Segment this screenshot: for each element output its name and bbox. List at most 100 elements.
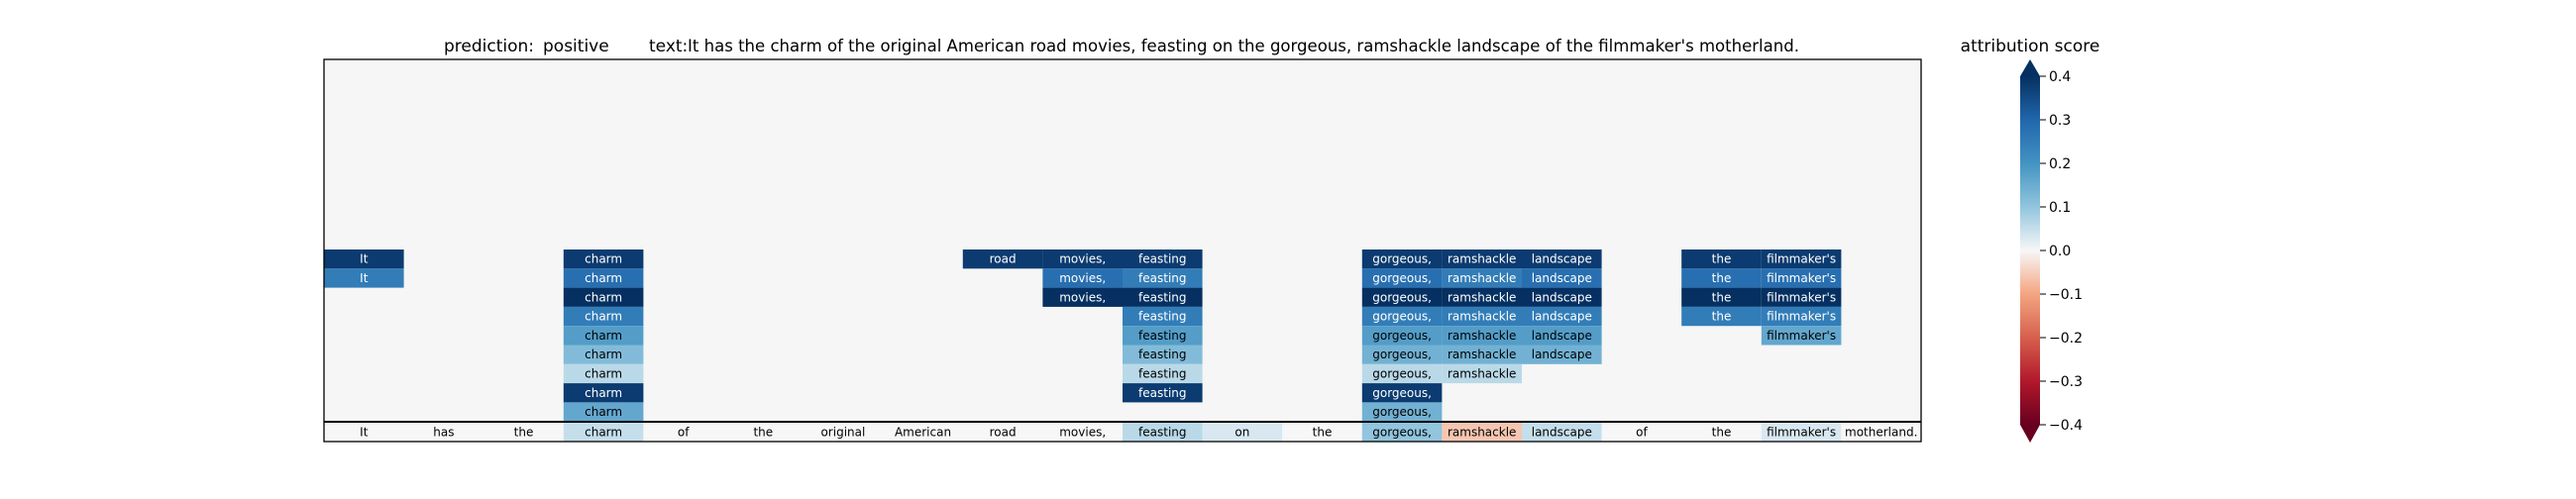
- highlight-cell-label: charm: [585, 310, 622, 324]
- token-cell-fill: [1042, 423, 1123, 442]
- highlight-cell-fill: [1361, 326, 1443, 346]
- highlight-cell-label: filmmaker's: [1767, 271, 1836, 285]
- highlight-cell-fill: [1123, 268, 1203, 288]
- text-label: text:: [649, 37, 688, 56]
- highlight-cell-label: gorgeous,: [1372, 310, 1432, 324]
- token-cell-label: feasting: [1138, 426, 1186, 440]
- token-cell-fill: [883, 423, 963, 442]
- colorbar-tick-label: −0.3: [2049, 374, 2083, 390]
- colorbar-title: attribution score: [1961, 37, 2100, 56]
- highlight-cell: gorgeous,: [1361, 326, 1443, 346]
- colorbar-tick-label: 0.2: [2049, 156, 2071, 172]
- token-cell: motherland.: [1841, 423, 1921, 442]
- token-cell: American: [883, 423, 963, 442]
- token-cell: original: [803, 423, 884, 442]
- highlight-cell-label: ramshackle: [1448, 329, 1516, 343]
- colorbar-tick-label: 0.4: [2049, 69, 2071, 85]
- colorbar-tick-label: 0.0: [2049, 244, 2071, 259]
- highlight-cell-label: gorgeous,: [1372, 386, 1432, 400]
- token-cell-fill: [723, 423, 804, 442]
- highlight-cell-fill: [1361, 268, 1443, 288]
- token-cell-fill: [563, 423, 644, 442]
- highlight-cell-label: landscape: [1532, 329, 1592, 343]
- highlight-cell-label: gorgeous,: [1372, 329, 1432, 343]
- highlight-cell-label: the: [1712, 252, 1732, 266]
- highlight-cell-fill: [1123, 250, 1203, 269]
- highlight-cell-fill: [1761, 306, 1842, 327]
- highlight-cell: It: [324, 268, 404, 288]
- colorbar-tick-label: −0.1: [2049, 287, 2083, 303]
- highlight-cell-fill: [1123, 287, 1203, 307]
- highlight-cell-label: gorgeous,: [1372, 348, 1432, 361]
- highlight-cell-label: filmmaker's: [1767, 310, 1836, 324]
- token-cell-fill: [1361, 423, 1443, 442]
- colorbar-tick-label: 0.3: [2049, 113, 2071, 129]
- highlight-cell-fill: [563, 250, 644, 269]
- token-cell-label: road: [990, 426, 1017, 440]
- token-cell: It: [324, 423, 404, 442]
- highlight-cell-fill: [1442, 345, 1522, 364]
- highlight-cell-label: feasting: [1138, 310, 1186, 324]
- token-cell-label: motherland.: [1845, 426, 1917, 440]
- token-cell: the: [1681, 423, 1762, 442]
- highlight-cell-fill: [324, 268, 404, 288]
- highlight-cell-label: landscape: [1532, 348, 1592, 361]
- highlight-cell-fill: [1361, 402, 1443, 422]
- token-cell-label: ramshackle: [1448, 426, 1516, 440]
- highlight-cell-label: movies,: [1059, 290, 1106, 304]
- token-cell-fill: [1681, 423, 1762, 442]
- highlight-cell-fill: [1522, 268, 1602, 288]
- highlight-cell-fill: [1123, 326, 1203, 346]
- highlight-cell: feasting: [1123, 363, 1203, 384]
- token-cell: the: [1282, 423, 1362, 442]
- colorbar-extend-top: [2020, 59, 2040, 76]
- token-cell: has: [403, 423, 484, 442]
- highlight-cell: filmmaker's: [1761, 326, 1842, 346]
- token-cell-label: the: [514, 426, 534, 440]
- token-cell-label: the: [753, 426, 773, 440]
- highlight-cell-fill: [1681, 306, 1762, 327]
- token-cell: the: [483, 423, 564, 442]
- highlight-cell-label: ramshackle: [1448, 366, 1516, 380]
- highlight-cell-fill: [563, 383, 644, 403]
- token-cell: feasting: [1123, 423, 1203, 442]
- highlight-cell: gorgeous,: [1361, 250, 1443, 269]
- highlight-cell: gorgeous,: [1361, 345, 1443, 364]
- token-cell-label: the: [1313, 426, 1333, 440]
- highlight-cell-label: charm: [585, 386, 622, 400]
- highlight-cell-fill: [1761, 268, 1842, 288]
- token-cell: gorgeous,: [1361, 423, 1443, 442]
- highlight-cell-fill: [1361, 287, 1443, 307]
- highlight-cell: charm: [563, 306, 644, 327]
- token-cell: landscape: [1522, 423, 1602, 442]
- highlight-cell-label: charm: [585, 405, 622, 419]
- highlight-cell: feasting: [1123, 326, 1203, 346]
- highlight-cell-fill: [1442, 250, 1522, 269]
- token-cell-label: landscape: [1532, 426, 1592, 440]
- chart-title: prediction: positive text: It has the ch…: [444, 37, 1799, 56]
- highlight-cell: feasting: [1123, 268, 1203, 288]
- highlight-cell: charm: [563, 345, 644, 364]
- highlight-cell: charm: [563, 250, 644, 269]
- highlight-cell-label: ramshackle: [1448, 290, 1516, 304]
- highlight-cell: the: [1681, 287, 1762, 307]
- highlight-cell-fill: [1123, 383, 1203, 403]
- token-cell-fill: [1601, 423, 1682, 442]
- highlight-cell-fill: [1442, 268, 1522, 288]
- highlight-cell: gorgeous,: [1361, 287, 1443, 307]
- token-cell-label: has: [433, 426, 454, 440]
- token-cell: filmmaker's: [1761, 423, 1842, 442]
- highlight-cell-label: road: [990, 252, 1017, 266]
- token-cell-fill: [1761, 423, 1842, 442]
- highlight-cell-label: feasting: [1138, 386, 1186, 400]
- token-cell: movies,: [1042, 423, 1123, 442]
- highlight-cell-fill: [1042, 268, 1123, 288]
- highlight-cell: landscape: [1522, 250, 1602, 269]
- highlight-cell: feasting: [1123, 383, 1203, 403]
- highlight-cell: ramshackle: [1442, 268, 1522, 288]
- token-cell-fill: [483, 423, 564, 442]
- highlight-cell: feasting: [1123, 250, 1203, 269]
- text-value: It has the charm of the original America…: [688, 37, 1799, 56]
- highlight-cell-label: charm: [585, 329, 622, 343]
